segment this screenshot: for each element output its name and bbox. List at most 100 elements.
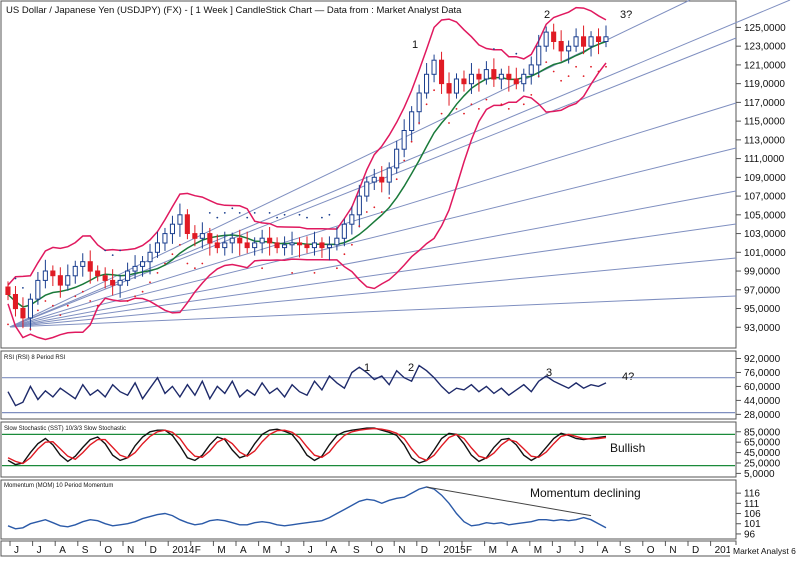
candle-body — [244, 242, 250, 249]
sar-dot — [134, 295, 137, 298]
candle-body — [506, 73, 512, 80]
candle-body — [528, 64, 534, 75]
osc-line — [7, 364, 607, 407]
x-tick-label: 2015 — [443, 545, 466, 556]
sar-dot — [238, 212, 241, 214]
footer-bg — [730, 545, 800, 557]
x-tick-label: A — [511, 545, 518, 556]
candle-body — [334, 237, 340, 246]
candle-body — [446, 83, 452, 94]
candle-body — [274, 242, 280, 249]
sar-dot — [388, 197, 391, 199]
candle-body — [147, 251, 153, 263]
candle-body — [222, 242, 228, 249]
osc-tick-label: 25,0000 — [744, 458, 781, 469]
osc-tick-label: 28,0000 — [744, 410, 781, 421]
candle-body — [461, 78, 467, 85]
x-tick-label: A — [240, 545, 247, 556]
sar-dot — [537, 75, 540, 77]
candle-body — [214, 242, 220, 249]
price-annotation-1: 1 — [412, 39, 418, 51]
price-chart-title: US Dollar / Japanese Yen (USDJPY) (FX) -… — [6, 5, 462, 16]
sar-dot — [201, 262, 204, 265]
rsi-panel-title: RSI (RSI) 8 Period RSI — [4, 355, 66, 361]
sar-dot — [37, 309, 39, 312]
sar-dot — [321, 216, 323, 219]
osc-line-d — [7, 427, 607, 465]
sar-dot — [336, 267, 338, 270]
candle-body — [72, 265, 78, 277]
sar-dot — [575, 65, 577, 68]
candle-body — [117, 279, 123, 286]
sar-dot — [246, 216, 249, 219]
candle-body — [177, 214, 183, 225]
x-tick-label: A — [330, 545, 337, 556]
osc-tick-label: 76,0000 — [744, 368, 781, 379]
sar-dot — [373, 206, 376, 209]
sar-dot — [104, 249, 107, 252]
sar-dot — [291, 272, 293, 274]
candle-body — [27, 298, 33, 319]
candle-body — [154, 242, 160, 253]
osc-tick-label: 44,0000 — [744, 396, 781, 407]
sar-dot — [500, 103, 503, 106]
sar-dot — [29, 328, 32, 330]
price-tick-label: 117,0000 — [744, 98, 785, 109]
osc-tick-label: 60,0000 — [744, 382, 781, 393]
candle-body — [110, 279, 116, 286]
price-tick-label: 115,0000 — [744, 117, 785, 128]
candle-body — [439, 59, 445, 85]
x-tick-label: F — [466, 545, 472, 556]
sar-dot — [418, 122, 420, 124]
price-tick-label: 105,0000 — [744, 210, 786, 221]
candle-body — [95, 270, 101, 277]
sar-dot — [186, 262, 189, 265]
candle-body — [521, 73, 527, 85]
candle-body — [603, 36, 609, 42]
osc-tick-label: 65,0000 — [744, 438, 781, 449]
x-tick-label: D — [150, 545, 157, 556]
price-tick-label: 111,0000 — [744, 154, 785, 165]
price-tick-label: 99,0000 — [744, 267, 781, 278]
osc-tick-label: 96 — [744, 529, 756, 540]
sar-dot — [216, 216, 219, 219]
price-tick-label: 113,0000 — [744, 135, 785, 146]
candle-body — [65, 275, 71, 286]
candle-body — [162, 233, 168, 244]
candle-body — [543, 31, 549, 47]
candle-body — [468, 73, 474, 85]
sar-dot — [478, 108, 480, 110]
sar-dot — [328, 213, 331, 216]
candle-body — [5, 286, 11, 295]
x-tick-label: O — [647, 545, 655, 556]
candle-body — [341, 223, 347, 239]
candle-body — [35, 279, 41, 300]
candle-body — [169, 223, 175, 235]
bollinger-lower — [7, 62, 607, 341]
sar-dot — [179, 243, 181, 246]
price-annotation-3q: 3? — [620, 9, 632, 21]
x-tick-label: F — [195, 545, 201, 556]
osc-line — [7, 486, 607, 530]
price-tick-label: 107,0000 — [744, 192, 786, 203]
sar-dot — [463, 112, 465, 115]
x-tick-label: J — [556, 545, 561, 556]
candle-body — [453, 78, 459, 94]
sar-dot — [313, 272, 316, 274]
candle-body — [581, 36, 587, 47]
sar-dot — [485, 98, 488, 101]
candle-body — [207, 233, 213, 244]
price-tick-label: 121,0000 — [744, 60, 786, 71]
x-tick-label: M — [217, 545, 225, 556]
parabolic-sar — [7, 48, 607, 330]
sar-dot — [567, 75, 570, 77]
candle-body — [259, 237, 265, 244]
candle-body — [57, 275, 63, 286]
sar-dot — [171, 253, 174, 256]
candle-body — [476, 73, 482, 80]
sar-dot — [89, 300, 92, 302]
sar-dot — [164, 262, 166, 265]
rsi-annotation-4q: 4? — [622, 371, 634, 383]
sar-dot — [44, 300, 47, 302]
